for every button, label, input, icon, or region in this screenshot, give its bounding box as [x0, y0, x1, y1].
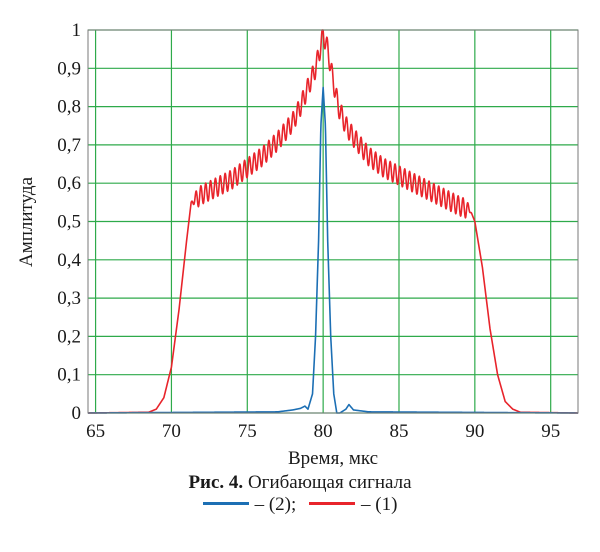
- x-tick-label: 85: [389, 421, 408, 442]
- legend: – (2); – (1): [0, 494, 600, 516]
- y-tick-label: 0,3: [57, 288, 81, 309]
- envelope-chart: 65 70 75 80 85 90 95 0 0,1 0,2 0,3 0,4 0,5 0,6 0,7 0,8…: [16, 20, 579, 469]
- y-tick-labels: 0 0,1 0,2 0,3 0,4 0,5 0,6 0,7 0,8 0,9 1: [57, 20, 81, 424]
- legend-label-2: – (2);: [254, 494, 297, 515]
- legend-item-1: – (1): [309, 494, 397, 516]
- legend-swatch-red: [309, 502, 356, 506]
- legend-label-1: – (1): [361, 494, 398, 515]
- plot-frame: [87, 29, 579, 414]
- series-line-2: [87, 86, 579, 414]
- x-tick-label: 80: [314, 421, 333, 442]
- y-axis-label: Амплитуда: [16, 176, 37, 267]
- x-tick-label: 95: [541, 421, 560, 442]
- y-tick-label: 0: [72, 403, 82, 424]
- legend-item-2: – (2);: [202, 494, 297, 516]
- figure-caption: Рис. 4. Огибающая сигнала: [0, 472, 600, 494]
- legend-swatch-blue: [202, 502, 249, 506]
- series-line-1: [87, 29, 579, 414]
- y-tick-label: 0,2: [57, 326, 81, 347]
- x-axis-label: Время, мкс: [288, 448, 378, 469]
- x-tick-labels: 65 70 75 80 85 90 95: [86, 421, 560, 442]
- y-tick-label: 1: [72, 20, 82, 41]
- y-tick-label: 0,1: [57, 365, 81, 386]
- y-tick-label: 0,5: [57, 212, 81, 233]
- y-tick-label: 0,9: [57, 58, 81, 79]
- figure-title: Огибающая сигнала: [243, 472, 412, 493]
- x-tick-label: 70: [162, 421, 181, 442]
- x-tick-label: 90: [465, 421, 484, 442]
- y-tick-label: 0,7: [57, 135, 81, 156]
- y-tick-label: 0,6: [57, 173, 81, 194]
- y-tick-label: 0,8: [57, 97, 81, 118]
- x-tick-label: 75: [238, 421, 257, 442]
- figure-number: Рис. 4.: [188, 472, 244, 493]
- y-tick-label: 0,4: [57, 250, 81, 271]
- x-tick-label: 65: [86, 421, 105, 442]
